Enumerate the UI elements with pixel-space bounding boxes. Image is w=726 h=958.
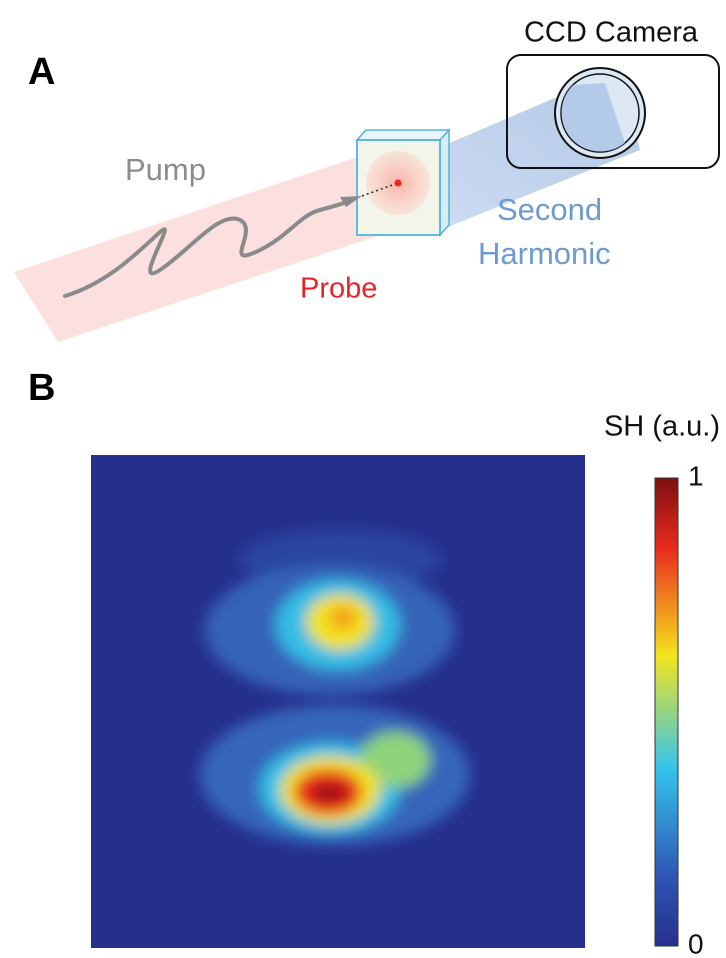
crystal bbox=[357, 130, 449, 235]
camera-label: CCD Camera bbox=[524, 17, 699, 49]
colorbar-tick-label: 0 bbox=[688, 928, 704, 958]
panel-label: A bbox=[28, 51, 55, 93]
second-harmonic-label: Second bbox=[497, 192, 602, 227]
colorbar-title: SH (a.u.) bbox=[604, 411, 720, 443]
panel-label: B bbox=[28, 367, 55, 409]
pump-label: Pump bbox=[125, 152, 206, 187]
second-harmonic-label: Harmonic bbox=[478, 236, 611, 271]
colorbar bbox=[655, 478, 678, 946]
sh-image bbox=[91, 455, 585, 948]
probe-label: Probe bbox=[300, 273, 377, 305]
figure: A CCD Camera Pump Probe Second Harmonic … bbox=[0, 0, 726, 958]
probe-point bbox=[395, 180, 402, 187]
colorbar-tick-label: 1 bbox=[688, 460, 704, 491]
